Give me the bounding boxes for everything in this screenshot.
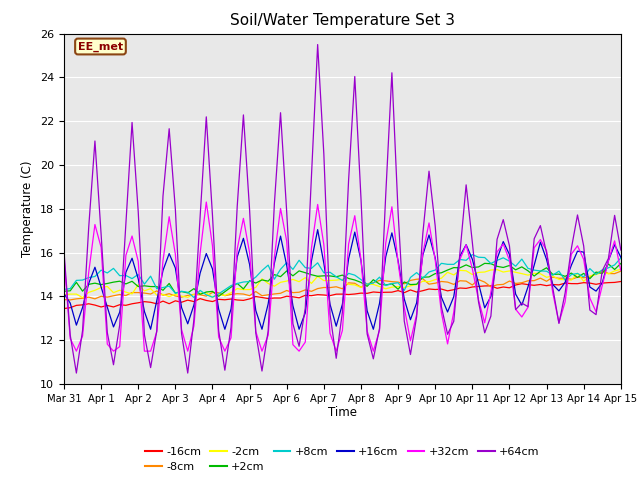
-2cm: [536, 271, 544, 276]
+64cm: [543, 250, 550, 256]
+16cm: [147, 326, 154, 332]
-8cm: [196, 292, 204, 298]
Title: Soil/Water Temperature Set 3: Soil/Water Temperature Set 3: [230, 13, 455, 28]
Y-axis label: Temperature (C): Temperature (C): [22, 160, 35, 257]
-8cm: [388, 279, 396, 285]
+32cm: [60, 255, 68, 261]
-8cm: [611, 271, 618, 276]
+64cm: [196, 214, 204, 220]
+2cm: [481, 261, 488, 266]
-2cm: [79, 295, 86, 300]
-8cm: [209, 289, 216, 295]
+8cm: [196, 288, 204, 293]
+8cm: [190, 295, 198, 300]
+8cm: [128, 276, 136, 281]
-16cm: [60, 306, 68, 312]
-8cm: [134, 290, 142, 296]
+16cm: [543, 257, 550, 263]
-2cm: [134, 282, 142, 288]
-2cm: [196, 290, 204, 296]
+8cm: [611, 262, 618, 268]
-16cm: [617, 278, 625, 284]
+2cm: [611, 266, 618, 272]
+64cm: [209, 213, 216, 218]
+32cm: [617, 268, 625, 274]
-2cm: [60, 292, 68, 298]
+2cm: [190, 286, 198, 291]
Line: +2cm: +2cm: [64, 264, 621, 296]
Text: EE_met: EE_met: [78, 41, 123, 52]
+64cm: [134, 209, 142, 215]
-8cm: [60, 297, 68, 302]
-16cm: [598, 280, 606, 286]
X-axis label: Time: Time: [328, 407, 357, 420]
-16cm: [605, 280, 612, 286]
+16cm: [196, 270, 204, 276]
+2cm: [617, 261, 625, 266]
+32cm: [196, 251, 204, 256]
+8cm: [617, 255, 625, 261]
+8cm: [543, 268, 550, 274]
-8cm: [617, 268, 625, 274]
+2cm: [202, 289, 210, 295]
-8cm: [67, 297, 74, 303]
+64cm: [611, 213, 618, 218]
+2cm: [128, 278, 136, 284]
+64cm: [314, 42, 321, 48]
+16cm: [617, 254, 625, 260]
+8cm: [468, 252, 476, 257]
Line: +32cm: +32cm: [64, 202, 621, 351]
+2cm: [215, 293, 223, 299]
-16cm: [128, 301, 136, 307]
+16cm: [394, 258, 402, 264]
+16cm: [314, 227, 321, 232]
Legend: -16cm, -8cm, -2cm, +2cm, +8cm, +16cm, +32cm, +64cm: -16cm, -8cm, -2cm, +2cm, +8cm, +16cm, +3…: [141, 442, 544, 477]
+64cm: [394, 209, 402, 215]
+16cm: [611, 242, 618, 248]
+32cm: [134, 259, 142, 264]
+32cm: [202, 199, 210, 205]
+32cm: [72, 348, 80, 354]
Line: -8cm: -8cm: [64, 271, 621, 300]
+8cm: [388, 281, 396, 287]
Line: +8cm: +8cm: [64, 254, 621, 298]
-16cm: [202, 298, 210, 303]
+16cm: [209, 266, 216, 272]
-2cm: [605, 271, 612, 276]
Line: +16cm: +16cm: [64, 229, 621, 329]
+64cm: [72, 370, 80, 376]
-8cm: [598, 268, 606, 274]
+16cm: [128, 255, 136, 261]
+32cm: [543, 248, 550, 253]
+8cm: [60, 287, 68, 292]
+32cm: [611, 238, 618, 244]
+64cm: [60, 249, 68, 254]
-2cm: [617, 266, 625, 272]
+2cm: [60, 288, 68, 294]
Line: +64cm: +64cm: [64, 45, 621, 373]
-2cm: [209, 294, 216, 300]
Line: -16cm: -16cm: [64, 281, 621, 309]
-2cm: [611, 268, 618, 274]
+64cm: [617, 247, 625, 253]
Line: -2cm: -2cm: [64, 269, 621, 298]
+16cm: [60, 291, 68, 297]
+32cm: [394, 260, 402, 265]
+32cm: [215, 334, 223, 340]
+8cm: [209, 294, 216, 300]
+2cm: [388, 281, 396, 287]
-8cm: [536, 275, 544, 281]
+2cm: [543, 265, 550, 271]
-16cm: [190, 299, 198, 304]
-16cm: [531, 282, 538, 288]
